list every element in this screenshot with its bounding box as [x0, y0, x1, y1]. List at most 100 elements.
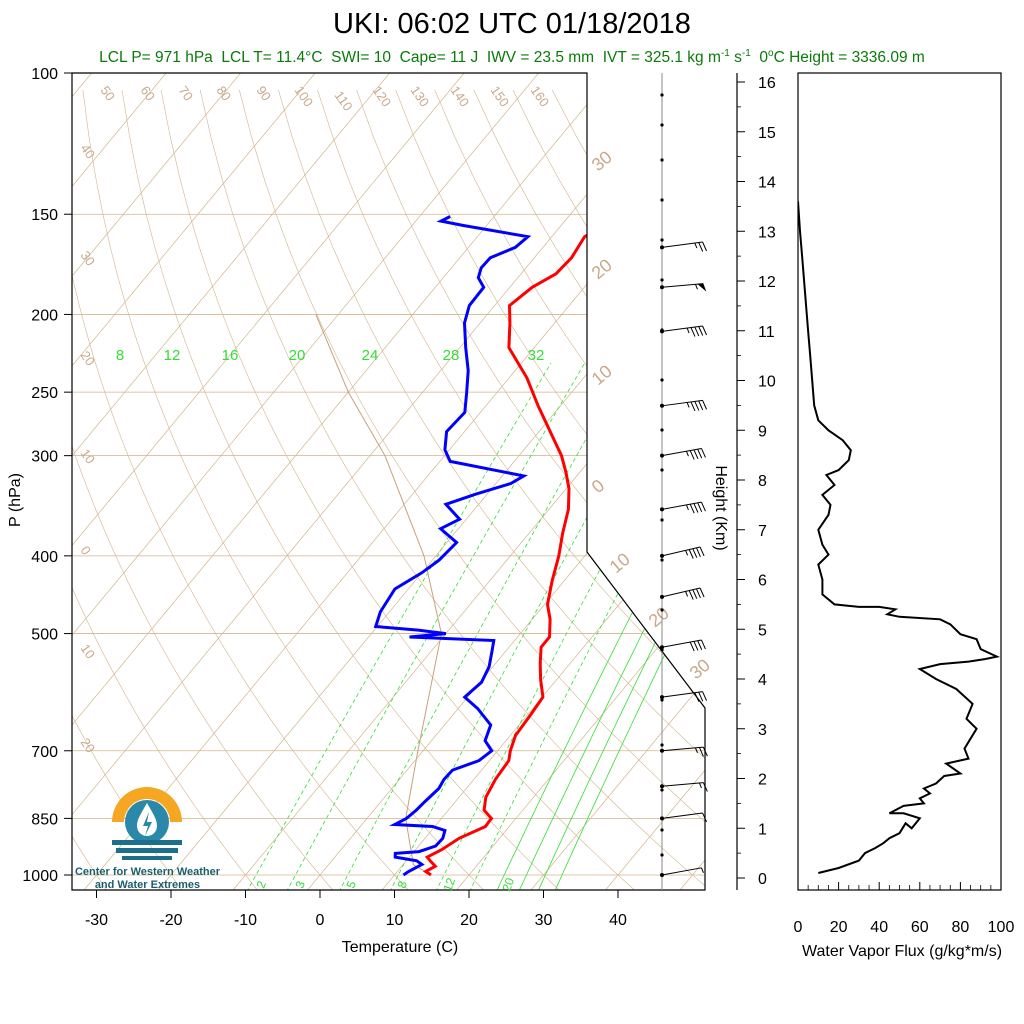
- right-edge-label: 30: [686, 655, 714, 683]
- x-tick-label: -20: [159, 912, 182, 929]
- right-edge-label: 0: [588, 475, 609, 497]
- mixing-ratio-bottom-label: 12: [440, 876, 458, 894]
- mixing-ratio-top-label: 28: [443, 347, 460, 364]
- flux-x-tick-label: 80: [952, 919, 970, 936]
- wind-barb-staff: [661, 639, 702, 648]
- mixing-ratio-top-label: 20: [289, 347, 306, 364]
- dry-adiabat-line: [160, 89, 637, 890]
- wind-barb-half-flag: [685, 504, 689, 511]
- mixing-ratio-bottom-label: 5: [344, 879, 360, 890]
- page-title: UKI: 06:02 UTC 01/18/2018: [333, 8, 691, 40]
- stats-line: LCL P= 971 hPa LCL T= 11.4°C SWI= 10 Cap…: [0, 48, 1024, 67]
- wind-barb-flag: [690, 401, 696, 412]
- wind-barb-flag: [695, 588, 701, 599]
- isobar-lines: [72, 73, 705, 876]
- axis-dot: [660, 198, 664, 202]
- isotherm-line: [72, 73, 629, 890]
- wind-barb-flag: [695, 547, 701, 558]
- wind-barb-flag: [688, 590, 694, 600]
- skew-t-frame: [71, 72, 706, 891]
- axis-dot: [660, 558, 664, 562]
- height-tick-label: 8: [758, 473, 767, 490]
- flux-x-axis-title: Water Vapor Flux (g/kg*m/s): [802, 943, 1002, 960]
- flux-x-tick-label: 0: [794, 919, 803, 936]
- axis-dot: [660, 518, 664, 522]
- right-edge-label: 10: [588, 361, 616, 389]
- x-tick-label: 40: [609, 912, 627, 929]
- mixing-ratio-line: [554, 362, 705, 890]
- isotherm-line: [380, 73, 705, 890]
- wind-barb-staff: [661, 782, 704, 787]
- x-tick-label: -10: [234, 912, 257, 929]
- axis-dot: [660, 378, 664, 382]
- mixing-ratio-top-label: 24: [362, 347, 379, 364]
- right-edge-labels: 30 20 10 0 10 20 30: [588, 147, 714, 683]
- axis-dot: [660, 788, 664, 792]
- height-tick-label: 16: [758, 75, 776, 92]
- ivt-value: IVT = 325.1 kg m-1 s-1: [602, 48, 751, 67]
- wind-barb-flag: [698, 691, 704, 702]
- y-tick-label: 300: [31, 449, 58, 466]
- isotherm-label: 160: [528, 83, 553, 109]
- dry-adiabat-line: [787, 90, 1024, 892]
- y-tick-label: 400: [31, 549, 58, 566]
- wind-barb-half-flag: [685, 591, 689, 597]
- zero-height-value: 0oC Height = 3336.09 m: [759, 48, 925, 67]
- wind-barb-staff: [661, 399, 703, 407]
- wind-barb-flag: [688, 549, 694, 559]
- wind-barb-flag: [702, 691, 708, 701]
- mixing-ratio-line: [469, 362, 705, 890]
- isotherm-line: [72, 73, 405, 890]
- y-tick-label: 850: [31, 811, 58, 828]
- dry-adiabat-line: [82, 89, 486, 890]
- isotherm-line: [529, 73, 705, 890]
- y-tick-label: 100: [31, 66, 58, 83]
- y-tick-label: 150: [31, 207, 58, 224]
- wind-barb-staff: [661, 746, 704, 752]
- isotherm-label: 30: [78, 248, 99, 268]
- y-tick-label: 1000: [22, 868, 58, 885]
- pressure-axis: 100 150 200 250 300 400 500 700 850 1000: [22, 66, 72, 885]
- flux-x-axis: 0 20 40 60 80 100: [794, 882, 1015, 936]
- isotherm-label: 120: [370, 83, 395, 109]
- wind-barb-half-flag: [685, 550, 689, 556]
- isotherm-label: 90: [254, 83, 275, 103]
- wind-barb-flag: [702, 400, 708, 410]
- y-tick-label: 250: [31, 385, 58, 402]
- y-tick-label: 500: [31, 627, 58, 644]
- height-tick-label: 2: [758, 772, 767, 789]
- isotherm-line: [72, 73, 256, 890]
- isotherm-line: [72, 73, 182, 890]
- wind-barb-staff: [661, 546, 701, 557]
- wind-barb-flag: [697, 502, 703, 513]
- mixing-ratio-bottom-label: 2: [254, 879, 270, 890]
- axis-dot: [660, 93, 664, 97]
- flux-x-tick-label: 60: [911, 919, 929, 936]
- dry-adiabat-line: [72, 89, 335, 890]
- height-tick-label: 4: [758, 672, 767, 689]
- cw3e-logo: [112, 787, 182, 860]
- isotherm-label: 110: [332, 88, 356, 114]
- dry-adiabat-line: [121, 89, 562, 890]
- wind-barb-half-flag: [694, 242, 698, 249]
- logo-wave-1: [112, 840, 182, 845]
- isotherm-label: 20: [78, 735, 99, 755]
- dry-adiabat-line: [72, 89, 411, 890]
- x-tick-label: 10: [386, 912, 404, 929]
- wind-barb-flag: [689, 641, 695, 652]
- wind-barb-flag: [702, 325, 708, 336]
- flux-plot: [798, 201, 1001, 874]
- logo-bolt-icon: [143, 812, 152, 836]
- flux-x-tick-label: 100: [988, 919, 1015, 936]
- isotherm-label: 130: [408, 83, 433, 109]
- wind-barb-staff: [661, 812, 703, 819]
- wind-barb-flag: [692, 548, 698, 558]
- wind-barb-flag: [698, 242, 704, 252]
- mixing-ratio-bottom-label: 3: [293, 879, 309, 890]
- height-tick-label: 3: [758, 722, 767, 739]
- height-tick-label: 5: [758, 622, 767, 639]
- isotherm-line: [603, 73, 705, 890]
- flux-x-tick-label: 20: [830, 919, 848, 936]
- x-tick-label: -30: [85, 912, 108, 929]
